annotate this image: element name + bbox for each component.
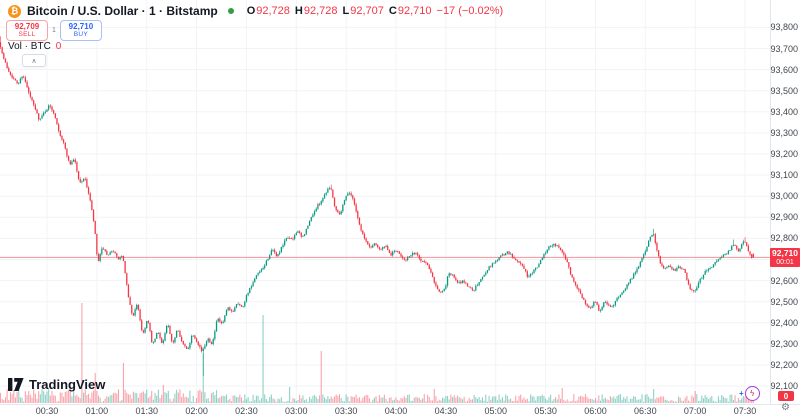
price-axis-label: 93,200: [770, 149, 798, 160]
price-axis-label: 93,500: [770, 85, 798, 96]
time-axis-label: 03:30: [334, 406, 358, 416]
ohlc-low-label: L: [342, 5, 350, 17]
time-axis-label: 07:30: [733, 406, 757, 416]
time-axis-label: 06:00: [584, 406, 607, 416]
price-axis[interactable]: 93,800 93,700 93,600 93,500 93,400 93,300 93,2…: [770, 0, 800, 404]
volume-value-badge: 0: [778, 391, 794, 401]
volume-legend[interactable]: Vol · BTC 0: [8, 41, 61, 52]
price-axis-label: 93,400: [770, 106, 798, 117]
price-axis-label: 92,100: [770, 381, 798, 392]
time-axis-label: 06:30: [634, 406, 657, 416]
ohlc-close-value: 92,710: [397, 5, 432, 17]
time-axis-label: 00:30: [35, 406, 59, 416]
ohlc-open-label: O: [246, 5, 256, 17]
volume-legend-value: 0: [55, 41, 62, 52]
plus-icon: +: [739, 389, 744, 398]
bitcoin-icon: ₿: [8, 4, 21, 18]
last-price-value: 92,710: [772, 248, 798, 259]
ohlc-change: −17 (−0.02%): [436, 5, 504, 17]
price-axis-label: 92,400: [770, 317, 798, 328]
lightning-bolt-glyph: ϟ: [749, 389, 755, 398]
volume-legend-label: Vol · BTC: [8, 41, 51, 52]
event-marker[interactable]: + ϟ: [739, 386, 760, 401]
time-axis-label: 04:00: [384, 406, 408, 416]
buy-button[interactable]: 92,710 BUY: [59, 20, 102, 41]
price-axis-label: 93,100: [770, 170, 798, 181]
time-axis-label: 03:00: [285, 406, 308, 416]
time-axis-label: 02:00: [185, 406, 208, 416]
ohlc-open-value: 92,728: [256, 5, 290, 17]
candlestick-chart[interactable]: [0, 0, 770, 404]
price-axis-label: 93,800: [770, 22, 798, 33]
price-axis-label: 92,200: [770, 360, 798, 371]
time-axis-label: 04:30: [434, 406, 458, 416]
sell-price: 92,709: [14, 21, 40, 31]
collapse-pane-button[interactable]: ∧: [22, 54, 46, 67]
price-axis-label: 93,300: [770, 127, 798, 138]
time-axis[interactable]: 00:30 01:00 01:30 02:00 02:30 03:00 03:30 04:00…: [0, 404, 800, 419]
sell-button[interactable]: 92,709 SELL: [6, 20, 48, 41]
price-axis-label: 92,300: [770, 338, 798, 349]
gear-icon[interactable]: ⚙: [781, 402, 790, 413]
sell-label: SELL: [18, 31, 36, 38]
price-axis-label: 92,800: [770, 233, 798, 244]
candles: [0, 36, 754, 376]
price-axis-label: 92,500: [770, 296, 798, 307]
symbol-title[interactable]: Bitcoin / U.S. Dollar · 1 · Bitstamp: [27, 4, 218, 18]
price-axis-label: 92,900: [770, 212, 798, 223]
time-axis-label: 07:00: [683, 406, 707, 416]
ohlc-low-value: 92,707: [350, 5, 384, 17]
price-axis-label: 92,600: [770, 275, 798, 286]
chart-legend-header: ₿ Bitcoin / U.S. Dollar · 1 · Bitstamp O…: [8, 4, 503, 18]
tradingview-logo-text: TradingView: [29, 377, 106, 392]
ohlc-legend: O 92,728 H 92,728 L 92,707 C 92,710 −17 (−0.…: [242, 5, 503, 17]
tradingview-logo-icon: [8, 378, 24, 391]
time-axis-label: 05:00: [484, 406, 507, 416]
market-status-dot[interactable]: [227, 8, 234, 14]
tradingview-logo[interactable]: TradingView: [8, 377, 105, 392]
last-price-badge: 92,710 00:01: [770, 248, 800, 268]
price-axis-label: 93,600: [770, 64, 798, 75]
lightning-icon[interactable]: ϟ: [744, 386, 760, 401]
ohlc-high-value: 92,728: [303, 5, 338, 17]
ohlc-close-label: C: [388, 5, 397, 17]
time-axis-label: 05:30: [534, 406, 557, 416]
time-axis-label: 01:30: [135, 406, 158, 416]
ohlc-high-label: H: [294, 5, 303, 17]
price-axis-label: 93,700: [770, 43, 798, 54]
time-axis-label: 01:00: [85, 406, 109, 416]
price-axis-label: 93,000: [770, 191, 798, 202]
buy-price: 92,710: [68, 21, 94, 31]
buy-label: BUY: [73, 31, 89, 38]
spread-value: 1: [52, 27, 56, 34]
time-axis-label: 02:30: [235, 406, 258, 416]
grid-lines: [0, 0, 770, 404]
volume-bars: [0, 303, 754, 403]
bar-countdown: 00:01: [776, 259, 794, 267]
trade-buttons: 92,709 SELL 1 92,710 BUY: [6, 20, 102, 41]
chevron-up-icon: ∧: [31, 57, 37, 65]
